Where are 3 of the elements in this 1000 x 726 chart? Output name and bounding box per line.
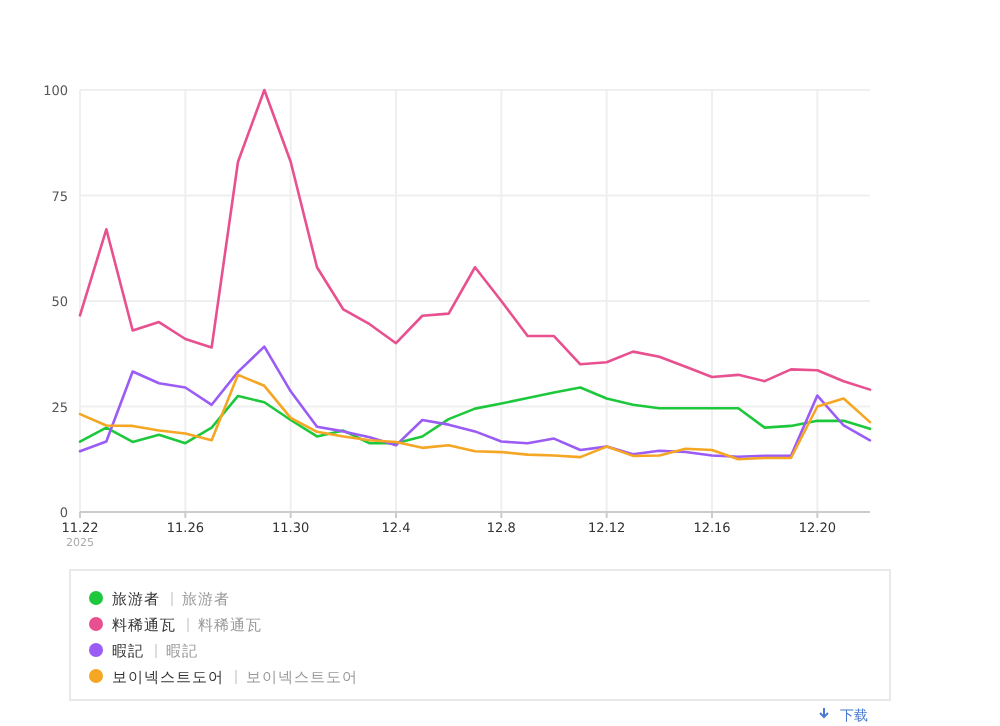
line-series — [78, 345, 872, 459]
line-series — [78, 373, 872, 461]
line-series — [78, 386, 872, 445]
